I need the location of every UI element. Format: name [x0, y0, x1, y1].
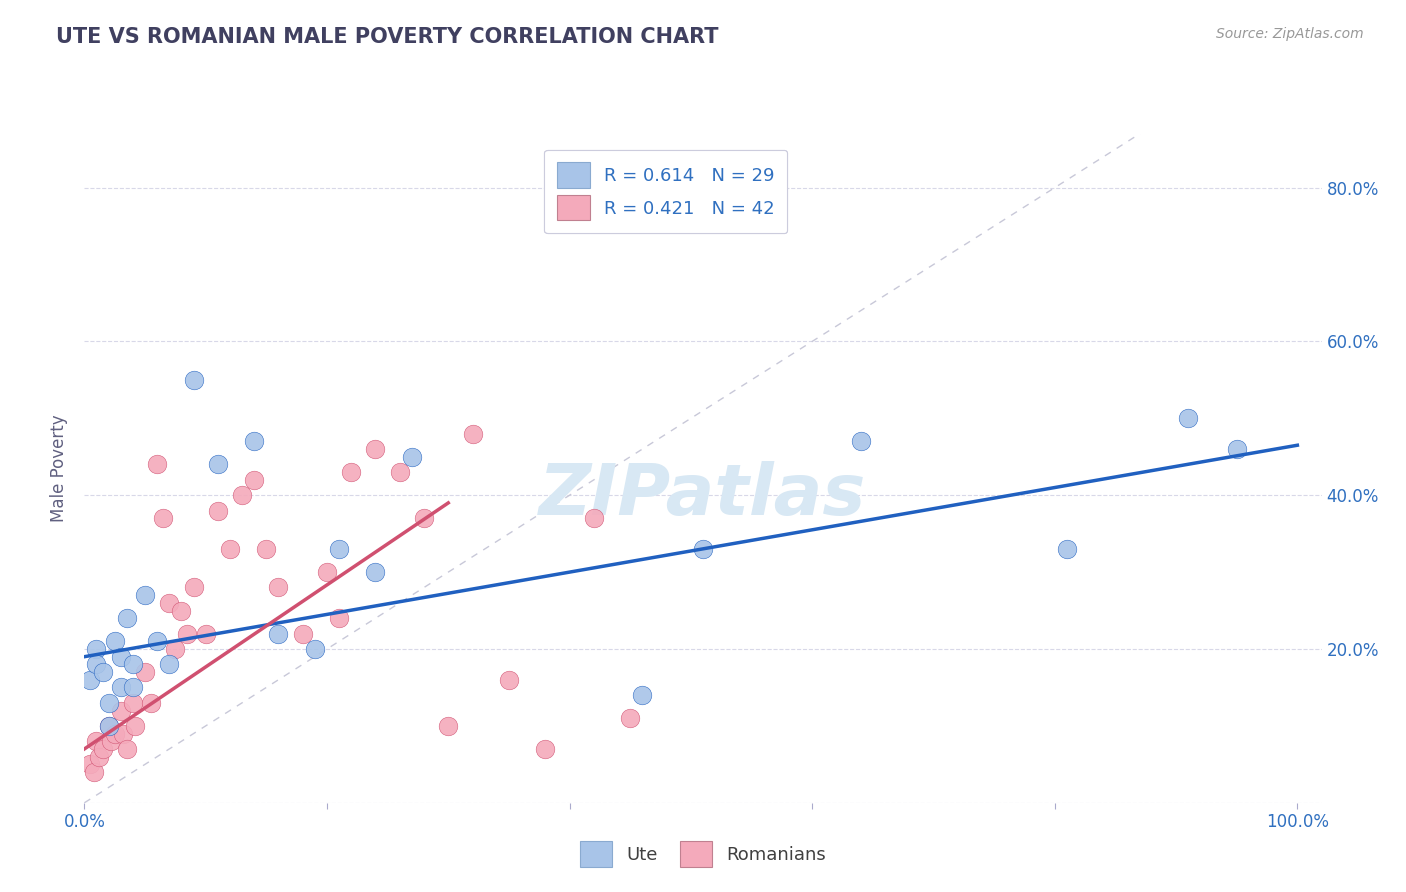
Point: [91, 665, 114, 679]
Point: [582, 511, 605, 525]
Point: [291, 626, 314, 640]
Point: [122, 681, 145, 695]
Text: ZIPatlas: ZIPatlas: [540, 460, 866, 530]
Point: [110, 704, 132, 718]
Point: [183, 581, 205, 595]
Point: [97, 696, 120, 710]
Point: [364, 442, 387, 456]
Point: [104, 634, 127, 648]
Point: [100, 734, 122, 748]
Point: [194, 626, 217, 640]
Y-axis label: Male Poverty: Male Poverty: [51, 415, 69, 522]
Legend: R = 0.614   N = 29, R = 0.421   N = 42: R = 0.614 N = 29, R = 0.421 N = 42: [544, 150, 787, 233]
Point: [134, 588, 156, 602]
Point: [165, 642, 187, 657]
Point: [243, 473, 266, 487]
Point: [364, 565, 387, 579]
Point: [139, 696, 162, 710]
Point: [86, 734, 108, 748]
Point: [110, 649, 132, 664]
Point: [849, 434, 872, 449]
Point: [631, 688, 654, 702]
Point: [134, 665, 156, 679]
Point: [243, 434, 266, 449]
Point: [207, 458, 229, 472]
Point: [97, 719, 120, 733]
Point: [115, 611, 138, 625]
Point: [692, 542, 714, 557]
Point: [87, 749, 110, 764]
Point: [112, 726, 135, 740]
Point: [304, 642, 326, 657]
Point: [176, 626, 198, 640]
Point: [79, 757, 101, 772]
Point: [534, 742, 557, 756]
Point: [86, 657, 108, 672]
Point: [104, 726, 127, 740]
Point: [122, 696, 145, 710]
Point: [388, 465, 411, 479]
Point: [1226, 442, 1249, 456]
Point: [1056, 542, 1078, 557]
Point: [79, 673, 101, 687]
Point: [110, 681, 132, 695]
Point: [91, 742, 114, 756]
Point: [183, 373, 205, 387]
Point: [86, 642, 108, 657]
Point: [146, 634, 169, 648]
Point: [115, 742, 138, 756]
Point: [152, 511, 174, 525]
Point: [267, 581, 290, 595]
Text: Source: ZipAtlas.com: Source: ZipAtlas.com: [1216, 27, 1364, 41]
Point: [207, 503, 229, 517]
Point: [1177, 411, 1199, 425]
Point: [157, 657, 180, 672]
Point: [254, 542, 277, 557]
Point: [231, 488, 253, 502]
Point: [97, 719, 120, 733]
Point: [461, 426, 484, 441]
Point: [401, 450, 423, 464]
Point: [413, 511, 436, 525]
Point: [146, 458, 169, 472]
Text: UTE VS ROMANIAN MALE POVERTY CORRELATION CHART: UTE VS ROMANIAN MALE POVERTY CORRELATION…: [56, 27, 718, 46]
Point: [498, 673, 520, 687]
Point: [124, 719, 146, 733]
Point: [328, 611, 350, 625]
Point: [316, 565, 339, 579]
Point: [437, 719, 460, 733]
Point: [619, 711, 641, 725]
Point: [267, 626, 290, 640]
Point: [340, 465, 363, 479]
Point: [219, 542, 242, 557]
Point: [83, 765, 105, 780]
Point: [122, 657, 145, 672]
Point: [170, 603, 193, 617]
Legend: Ute, Romanians: Ute, Romanians: [572, 834, 834, 874]
Point: [157, 596, 180, 610]
Point: [328, 542, 350, 557]
